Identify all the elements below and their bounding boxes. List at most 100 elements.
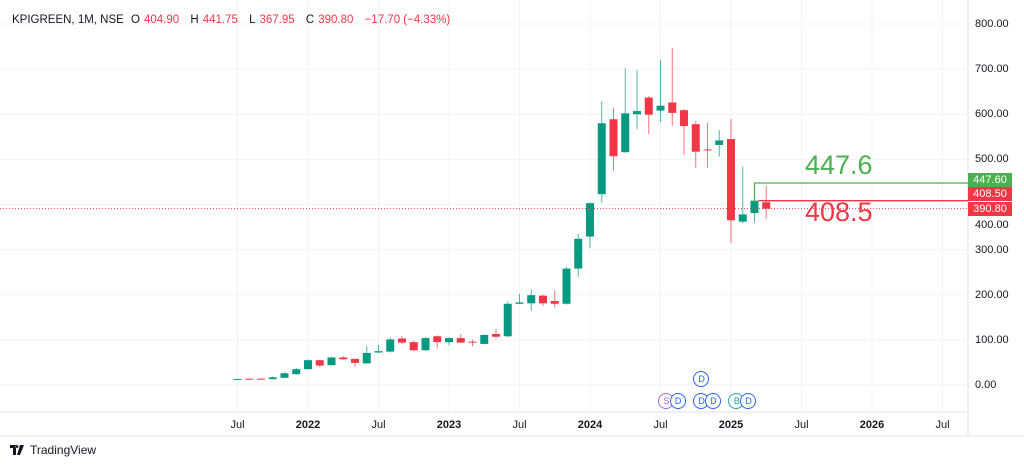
- candle-body: [762, 202, 771, 209]
- candle: [257, 378, 265, 380]
- time-tick-label: Jul: [653, 419, 668, 431]
- time-tick-label: 2025: [718, 419, 744, 431]
- candle-body: [574, 238, 583, 269]
- candle: [550, 290, 559, 308]
- candle: [715, 130, 724, 157]
- candle: [409, 340, 418, 352]
- candle-body: [233, 379, 242, 381]
- candle-body: [468, 341, 477, 343]
- open-label: O: [131, 14, 140, 26]
- candle-body: [362, 352, 371, 364]
- candle-body: [492, 334, 500, 337]
- candle-body: [409, 342, 418, 351]
- dividend-event-marker[interactable]: D: [740, 393, 757, 410]
- time-tick-label: 2023: [436, 419, 462, 431]
- candle: [738, 166, 747, 224]
- price-tick-label: 400.00: [975, 219, 1009, 231]
- candle: [280, 372, 289, 379]
- candle-body: [339, 357, 348, 360]
- close-annotation-text[interactable]: 408.5: [805, 197, 873, 227]
- symbol-info[interactable]: KPIGREEN, 1M, NSE: [12, 14, 124, 26]
- price-tick-label: 0.00: [975, 379, 997, 391]
- candle-body: [292, 369, 301, 375]
- price-tick-label: 100.00: [975, 333, 1009, 346]
- candle: [456, 334, 465, 344]
- symbol-legend: KPIGREEN, 1M, NSE O 404.90 H 441.75 L 367.9…: [12, 14, 454, 26]
- candle: [633, 70, 641, 130]
- time-tick-label: 2024: [577, 419, 603, 431]
- dividend-event-marker[interactable]: D: [693, 393, 710, 410]
- candle: [374, 344, 383, 353]
- time-tick-label: Jul: [371, 419, 386, 431]
- dividend-event-marker[interactable]: D: [693, 371, 710, 388]
- time-tick-label: Jul: [794, 419, 809, 431]
- candle-body: [527, 295, 536, 304]
- dividend-event-marker[interactable]: D: [669, 393, 686, 410]
- candle: [339, 356, 348, 360]
- dividend-event-marker[interactable]: D: [704, 393, 721, 410]
- candle-body: [445, 338, 453, 343]
- high-annotation-text[interactable]: 447.6: [805, 150, 873, 180]
- candle: [351, 358, 359, 367]
- candle-body: [633, 111, 641, 115]
- close-value: 390.80: [318, 14, 354, 26]
- high-value: 441.75: [202, 14, 238, 26]
- candle: [621, 68, 630, 154]
- candle-body: [703, 149, 712, 151]
- candle-body: [644, 97, 653, 115]
- candle-body: [621, 113, 630, 153]
- split-event-marker[interactable]: S: [657, 393, 674, 410]
- price-tag-high: 447.60: [968, 173, 1012, 187]
- candle-body: [539, 295, 547, 304]
- price-tick-label: 700.00: [975, 63, 1009, 76]
- price-tag-close: 408.50: [968, 187, 1012, 201]
- price-tag-last: 390.80: [968, 202, 1012, 216]
- candle: [468, 339, 477, 347]
- candle: [503, 301, 512, 338]
- candle: [539, 294, 547, 307]
- candle: [445, 337, 453, 346]
- candle-body: [691, 124, 700, 152]
- candle: [656, 60, 665, 122]
- candle-body: [351, 358, 359, 363]
- candle-body: [280, 373, 289, 378]
- candle: [562, 266, 571, 305]
- candle: [315, 359, 324, 367]
- tradingview-logo-icon: [10, 445, 24, 455]
- candle: [304, 359, 312, 370]
- grid: [0, 0, 968, 412]
- candle: [245, 378, 254, 380]
- candle-body: [609, 119, 618, 157]
- change-value: −17.70 (−4.33%): [364, 14, 451, 26]
- candle: [680, 108, 688, 155]
- candle-body: [680, 110, 688, 126]
- time-tick-label: Jul: [935, 419, 950, 431]
- candle: [362, 346, 371, 364]
- price-tick-label: 200.00: [975, 288, 1009, 301]
- candle-body: [386, 339, 395, 352]
- candle: [292, 367, 301, 375]
- open-value: 404.90: [144, 14, 180, 26]
- time-tick-label: Jul: [230, 419, 245, 431]
- candle: [668, 47, 677, 126]
- candle-body: [304, 360, 312, 370]
- tradingview-logo[interactable]: TradingView: [10, 443, 96, 457]
- candle: [492, 329, 500, 339]
- candle-body: [315, 360, 324, 366]
- candle: [268, 376, 277, 380]
- candle-body: [597, 123, 606, 195]
- candle: [727, 119, 735, 244]
- price-tick-label: 500.00: [975, 153, 1009, 166]
- candle-body: [503, 303, 512, 337]
- candle: [480, 334, 489, 345]
- candle-body: [550, 301, 559, 304]
- high-label: H: [190, 14, 199, 26]
- candle-body: [750, 200, 759, 214]
- price-tick-label: 800.00: [975, 18, 1009, 30]
- candle-body: [738, 214, 747, 222]
- candle: [233, 378, 242, 381]
- candle-body: [456, 338, 465, 343]
- bonus-event-marker[interactable]: B: [728, 393, 745, 410]
- candle-body: [398, 338, 406, 343]
